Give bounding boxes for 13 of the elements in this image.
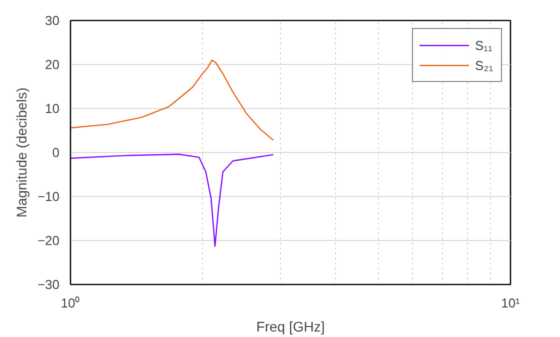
legend-label: S₂₁ — [475, 58, 494, 72]
y-tick-label: 20 — [45, 57, 60, 72]
y-axis-title: Magnitude (decibels) — [13, 88, 30, 218]
y-tick-label: −20 — [37, 233, 60, 248]
x-tick-label: 10¹ — [501, 296, 521, 310]
y-tick-label: 30 — [45, 13, 60, 28]
y-tick-label: −10 — [37, 189, 60, 204]
legend-label: S₁₁ — [475, 38, 494, 52]
y-tick-label: 0 — [52, 145, 60, 160]
y-tick-label: −30 — [37, 277, 60, 292]
x-tick-label: 10⁰ — [60, 296, 80, 310]
y-tick-label: 10 — [45, 101, 60, 116]
x-axis-title: Freq [GHz] — [256, 318, 325, 334]
